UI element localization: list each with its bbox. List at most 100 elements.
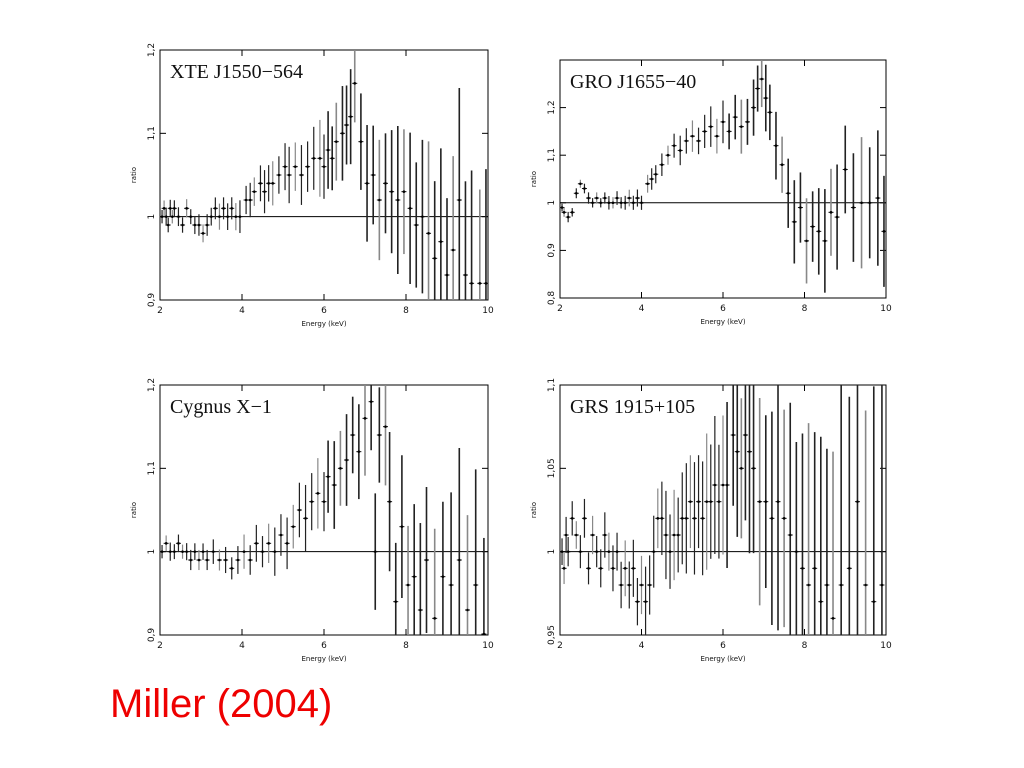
data-point <box>286 146 292 204</box>
point-marker <box>365 182 369 185</box>
point-marker <box>685 139 688 143</box>
point-marker <box>619 201 623 205</box>
point-marker <box>185 207 188 210</box>
data-point <box>237 200 243 234</box>
x-tick-label: 6 <box>720 304 726 314</box>
data-point <box>573 521 579 549</box>
point-marker <box>607 201 611 205</box>
point-marker <box>758 500 761 503</box>
x-tick-label: 10 <box>482 306 494 316</box>
point-marker <box>795 550 798 553</box>
point-marker <box>562 567 566 570</box>
point-marker <box>852 206 855 209</box>
point-marker <box>733 115 737 119</box>
point-marker <box>623 201 627 205</box>
point-marker <box>848 567 851 570</box>
data-point <box>691 462 697 575</box>
point-marker <box>390 190 393 193</box>
point-marker <box>419 608 422 612</box>
point-marker <box>648 583 651 587</box>
data-point <box>407 132 413 285</box>
point-marker <box>817 230 821 233</box>
point-marker <box>599 567 603 570</box>
x-tick-label: 2 <box>557 304 563 314</box>
data-point <box>292 142 298 191</box>
point-marker <box>591 533 594 537</box>
data-point <box>838 385 844 635</box>
point-marker <box>433 617 437 620</box>
point-marker <box>478 282 482 285</box>
point-marker <box>644 600 647 603</box>
data-point <box>659 481 665 556</box>
data-point <box>565 211 571 223</box>
data-point <box>376 387 382 483</box>
point-marker <box>277 173 281 177</box>
point-marker <box>701 517 704 520</box>
data-point <box>223 546 229 574</box>
data-point <box>677 135 683 166</box>
chart-panel-4: 2 4 6 8 10 0,95 1 1,05 1,1 Energy (keV) ratio GRS 1… <box>530 378 892 663</box>
point-marker <box>685 517 688 520</box>
point-marker <box>780 163 784 167</box>
data-point <box>171 200 177 217</box>
data-point <box>278 514 284 556</box>
chart-panel-1: 2 4 6 8 10 0,9 1 1,1 1,2 Energy (keV) ratio XTE J15… <box>130 43 494 328</box>
data-point <box>734 385 740 537</box>
point-marker <box>864 583 867 587</box>
data-point <box>594 192 600 204</box>
point-marker <box>242 550 246 553</box>
panel-title: GRO J1655−40 <box>570 71 696 93</box>
y-tick-label: 1,2 <box>147 378 157 392</box>
panel-title: Cygnus X−1 <box>170 396 272 418</box>
x-tick-label: 6 <box>321 641 327 651</box>
point-marker <box>640 583 643 587</box>
point-marker <box>652 550 656 553</box>
point-marker <box>306 165 309 168</box>
panel-title: XTE J1550−564 <box>170 61 303 83</box>
point-marker <box>764 96 768 100</box>
data-point <box>779 136 785 193</box>
data-point <box>634 189 640 207</box>
point-marker <box>332 483 336 487</box>
data-point <box>401 129 407 255</box>
point-marker <box>271 182 275 185</box>
data-point <box>389 130 395 254</box>
data-point <box>405 525 411 635</box>
point-marker <box>799 206 802 209</box>
point-marker <box>402 190 406 193</box>
point-marker <box>666 153 670 157</box>
point-marker <box>474 583 478 587</box>
point-marker <box>770 517 774 520</box>
data-point <box>305 141 311 192</box>
data-point <box>720 100 726 144</box>
point-marker <box>484 282 488 285</box>
point-marker <box>623 567 627 570</box>
data-point <box>577 535 583 569</box>
point-marker <box>725 483 729 487</box>
data-point <box>376 139 382 261</box>
data-point <box>859 137 865 269</box>
point-marker <box>566 550 570 553</box>
data-point <box>683 128 689 154</box>
point-marker <box>222 207 225 210</box>
point-marker <box>238 215 242 218</box>
point-marker <box>160 215 164 218</box>
point-marker <box>205 558 209 562</box>
point-marker <box>825 583 829 587</box>
data-point <box>824 448 830 635</box>
point-marker <box>218 558 221 562</box>
data-point <box>634 577 640 626</box>
data-point <box>325 440 331 513</box>
point-marker <box>819 600 823 603</box>
data-point <box>276 156 282 194</box>
data-point <box>755 65 761 112</box>
data-point <box>702 114 708 148</box>
point-marker <box>660 163 664 167</box>
point-marker <box>764 500 768 503</box>
y-tick-label: 0,8 <box>547 291 557 306</box>
data-point <box>184 543 190 561</box>
data-point <box>867 147 873 259</box>
point-marker <box>359 140 363 143</box>
point-marker <box>570 211 574 214</box>
point-marker <box>248 198 252 202</box>
